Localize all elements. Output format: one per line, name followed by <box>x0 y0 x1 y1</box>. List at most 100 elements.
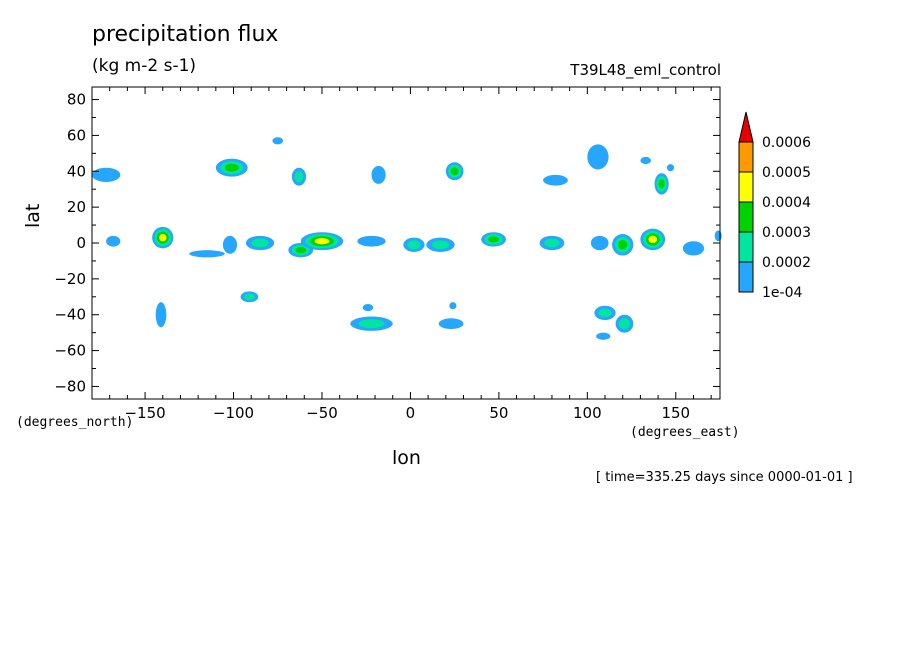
precip-level-4 <box>314 238 330 245</box>
precip-cell <box>543 174 568 186</box>
colorbar-label: 0.0002 <box>762 255 811 271</box>
precip-level-2 <box>544 238 560 248</box>
colorbar-segment <box>738 201 754 233</box>
precip-level-2 <box>243 293 255 301</box>
precip-level-1 <box>272 137 284 145</box>
colorbar-label: 0.0005 <box>762 165 811 181</box>
precip-level-1 <box>714 230 722 242</box>
precip-level-3 <box>224 163 239 172</box>
precip-level-1 <box>357 235 386 247</box>
precip-level-2 <box>619 318 630 330</box>
y-tick-label: −20 <box>54 270 86 288</box>
precip-level-2 <box>431 240 450 250</box>
precip-cell <box>481 232 506 247</box>
precip-level-3 <box>658 179 665 189</box>
precip-level-1 <box>449 302 457 310</box>
y-tick-label: 0 <box>76 234 86 252</box>
precip-level-3 <box>488 236 500 243</box>
precip-level-1 <box>362 303 374 312</box>
x-axis-label: lon <box>392 447 421 469</box>
precip-level-1 <box>543 174 568 186</box>
precip-cell <box>350 316 393 331</box>
colorbar-extend-triangle <box>738 111 754 143</box>
precip-cell <box>189 250 225 258</box>
colorbar-segment <box>738 231 754 263</box>
precip-cell <box>245 235 275 251</box>
precip-cell <box>426 237 455 252</box>
precip-level-1 <box>682 241 705 256</box>
precip-level-1 <box>155 302 167 328</box>
precip-level-3 <box>617 240 628 250</box>
precip-level-2 <box>407 240 421 250</box>
colorbar-label: 0.0006 <box>762 135 811 151</box>
precip-cell <box>155 302 167 328</box>
precip-level-1 <box>438 318 464 330</box>
colorbar-segment <box>738 261 754 293</box>
run-name: T39L48_eml_control <box>570 61 721 79</box>
precip-level-4 <box>648 235 658 244</box>
colorbar: 1e-04 0.0002 0.0003 0.0004 0.0005 0.0006 <box>738 111 811 301</box>
x-tick-label: 0 <box>406 404 416 422</box>
y-tick-label: −80 <box>54 377 86 395</box>
precip-cell <box>594 305 616 321</box>
precip-cell <box>106 235 121 247</box>
precip-level-3 <box>450 167 459 176</box>
precip-level-2 <box>598 308 612 318</box>
precip-cell <box>714 230 722 242</box>
precip-cell <box>300 232 344 251</box>
y-tick-label: −40 <box>54 306 86 324</box>
colorbar-segment <box>738 141 754 173</box>
x-tick-label: 50 <box>489 404 508 422</box>
precip-cell <box>590 235 609 251</box>
precip-cell <box>612 234 634 256</box>
x-tick-label: −100 <box>213 404 254 422</box>
precip-cell <box>666 164 675 172</box>
y-tick-label: −60 <box>54 342 86 360</box>
chart-title: precipitation flux <box>92 22 279 47</box>
precip-level-1 <box>587 144 609 170</box>
y-tick-label: 40 <box>67 162 86 180</box>
precip-cell <box>587 144 609 170</box>
colorbar-label: 0.0003 <box>762 225 811 241</box>
precip-cell <box>449 302 457 310</box>
precip-level-1 <box>371 165 386 184</box>
y-tick-label: 20 <box>67 198 86 216</box>
precip-level-2 <box>251 238 269 248</box>
x-unit-label: (degrees_east) <box>630 425 740 440</box>
precip-level-1 <box>596 332 611 340</box>
precip-cell <box>92 167 121 183</box>
timestamp: [ time=335.25 days since 0000-01-01 ] <box>596 470 853 485</box>
precip-cell <box>291 167 307 186</box>
precip-cell <box>539 235 565 251</box>
precip-level-1 <box>92 167 121 183</box>
precip-cell <box>682 241 705 256</box>
precip-level-1 <box>666 164 675 172</box>
colorbar-label: 1e-04 <box>762 285 802 301</box>
precip-cell <box>654 173 669 195</box>
colorbar-segment <box>738 171 754 203</box>
precip-cell <box>596 332 611 340</box>
colorbar-label: 0.0004 <box>762 195 811 211</box>
precip-cell <box>640 228 666 251</box>
precip-level-1 <box>640 156 652 165</box>
x-tick-label: 150 <box>661 404 690 422</box>
precip-level-3 <box>295 246 307 254</box>
precip-cell <box>615 314 634 333</box>
precip-cell <box>357 235 386 247</box>
precip-cell <box>640 156 652 165</box>
precip-cell <box>215 158 248 177</box>
y-tick-label: 80 <box>67 91 86 109</box>
x-tick-label: −150 <box>124 404 165 422</box>
precip-level-1 <box>590 235 609 251</box>
chart-units: (kg m-2 s-1) <box>92 56 197 76</box>
y-unit-label: (degrees_north) <box>16 415 134 430</box>
x-tick-label: −50 <box>306 404 338 422</box>
precip-cell <box>362 303 374 312</box>
precip-level-1 <box>189 250 225 258</box>
x-tick-label: 100 <box>573 404 602 422</box>
precip-cell <box>222 235 238 254</box>
precip-cell <box>371 165 386 184</box>
precip-cell <box>272 137 284 145</box>
precip-level-1 <box>106 235 121 247</box>
